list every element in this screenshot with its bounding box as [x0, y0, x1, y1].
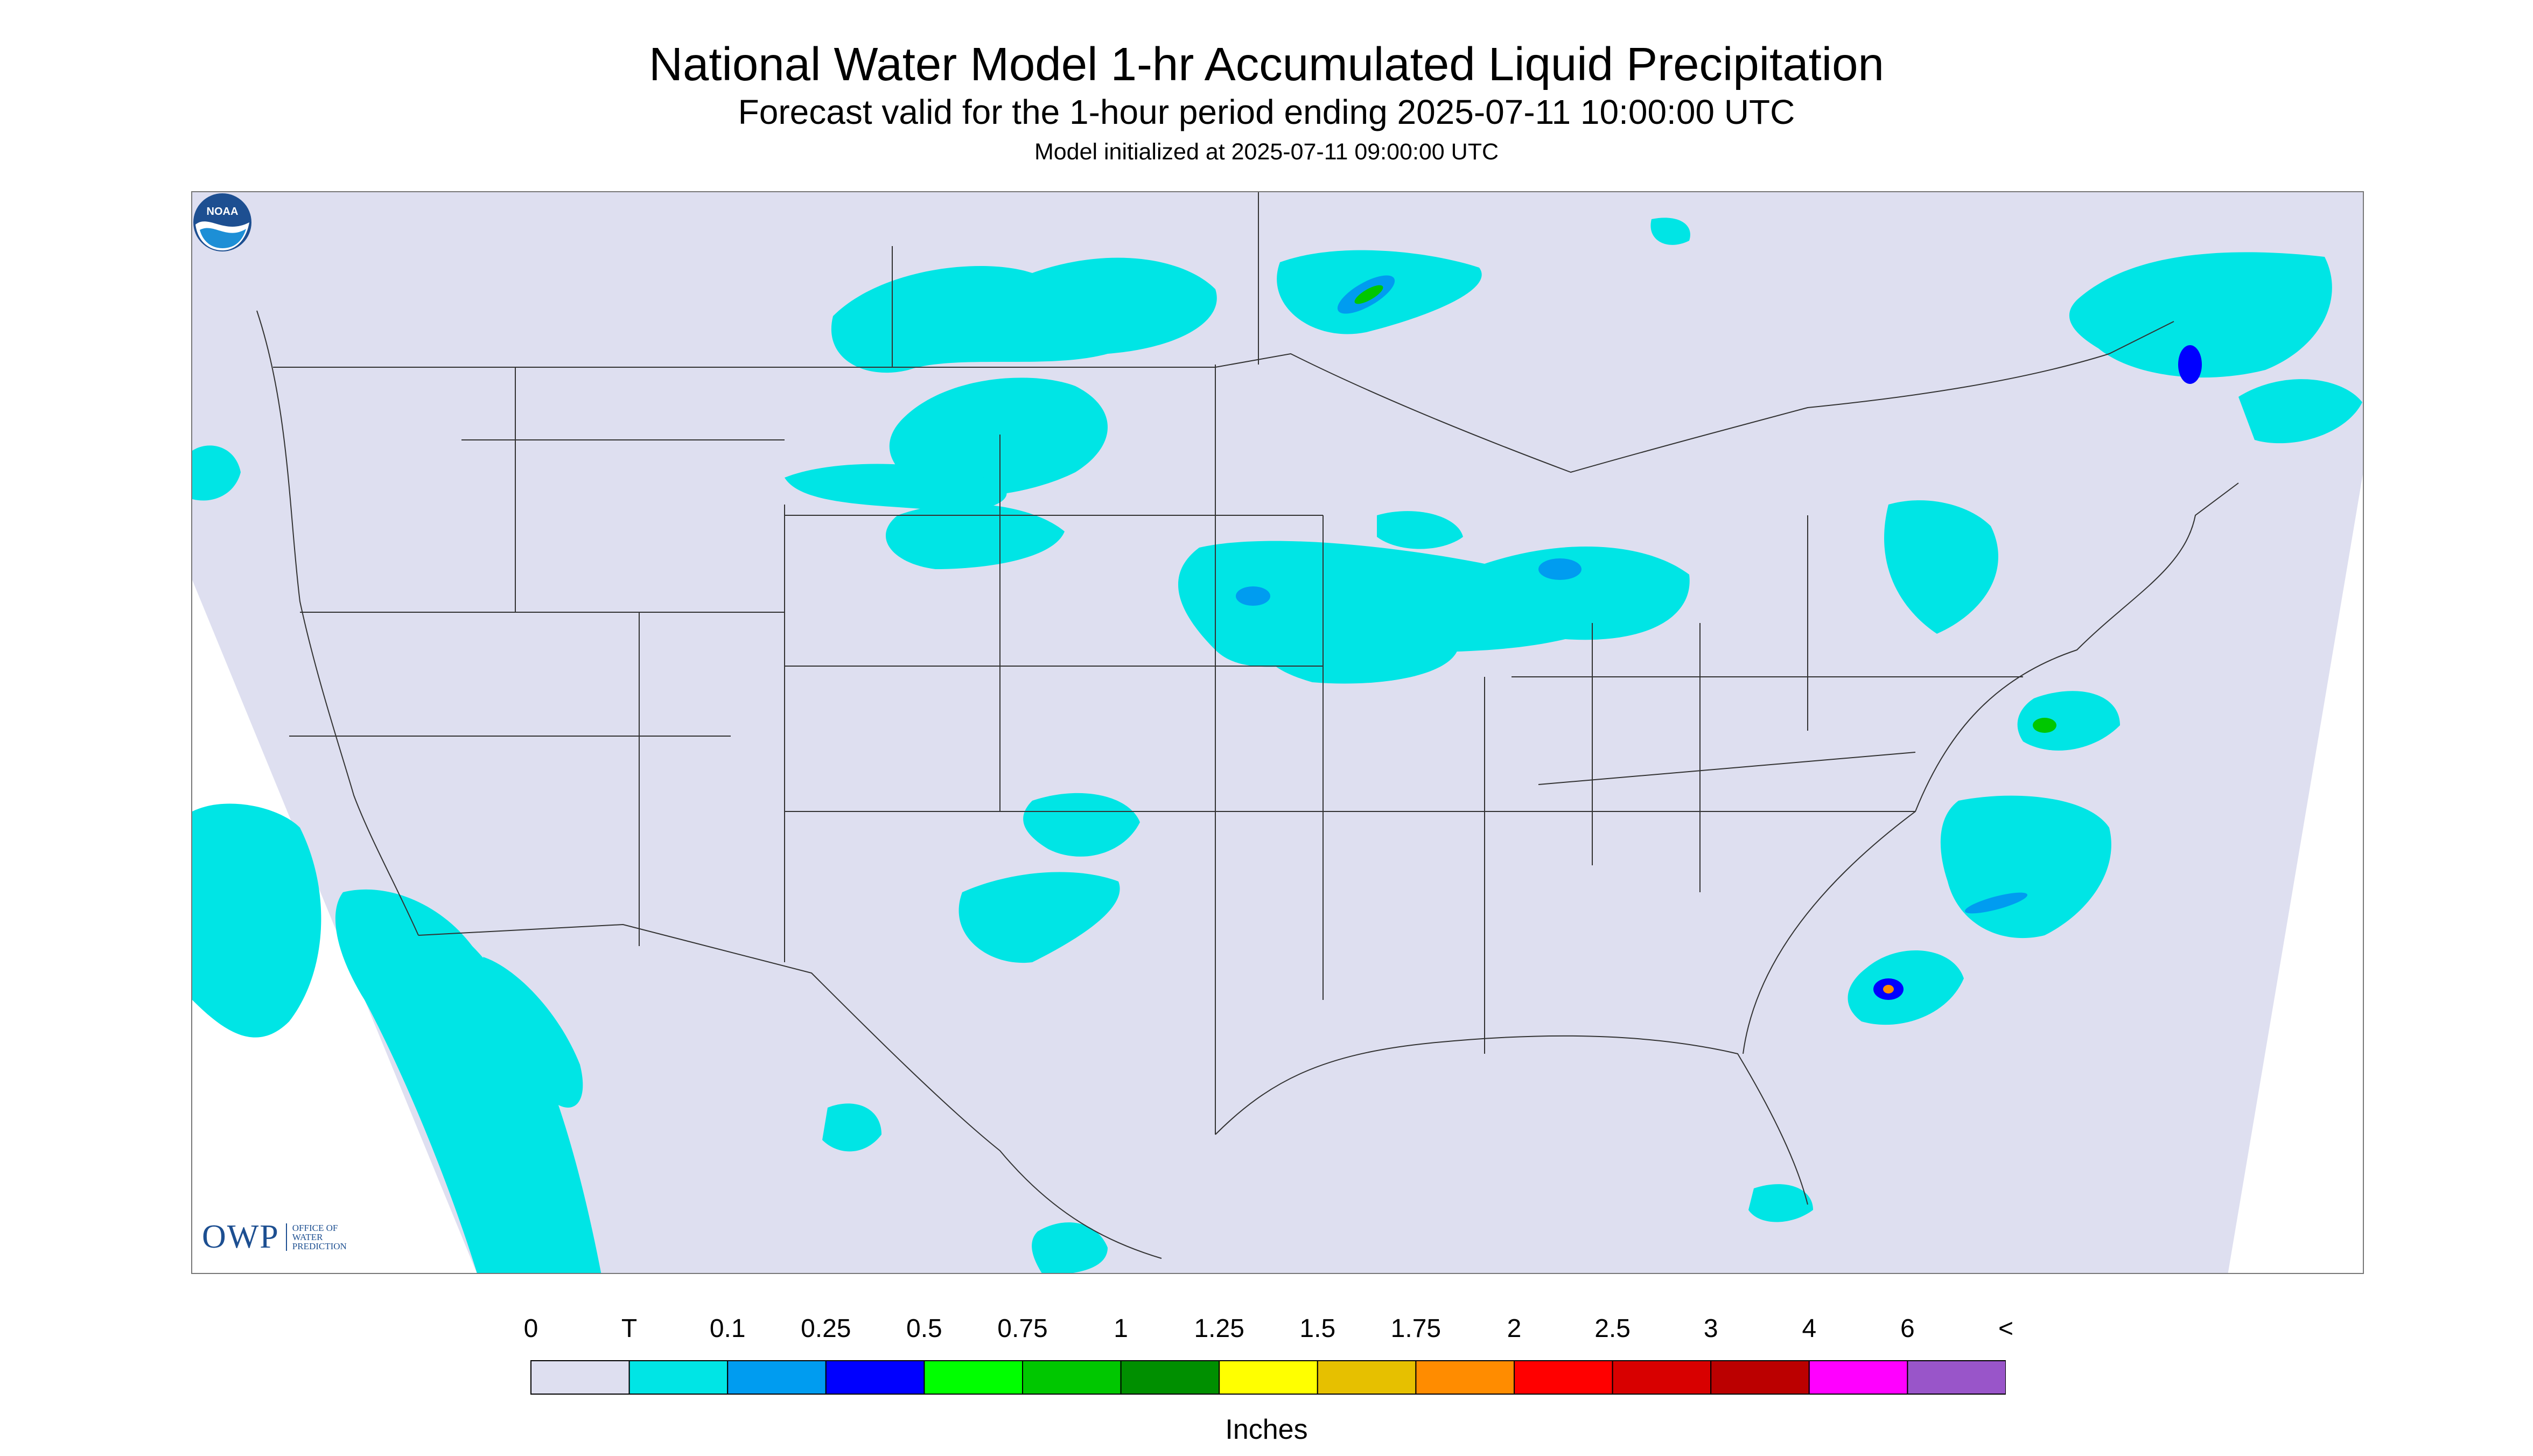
- legend-tick-label: 0.1: [709, 1314, 746, 1343]
- state-line-2: [785, 365, 1377, 1135]
- map-canvas: [192, 192, 2363, 1273]
- trace-precip-areas: [192, 218, 2362, 1273]
- legend-tick-label: T: [621, 1314, 638, 1343]
- legend-swatch: [727, 1360, 827, 1395]
- legend-tick-label: 2.5: [1594, 1314, 1631, 1343]
- legend-tick-label: 0.75: [997, 1314, 1048, 1343]
- legend-swatch: [1120, 1360, 1220, 1395]
- state-line-1: [289, 435, 1000, 962]
- owp-logo-text: OWP: [202, 1219, 279, 1255]
- legend-tick-label: 1.75: [1390, 1314, 1442, 1343]
- legend-tick-label: <: [1998, 1314, 2014, 1343]
- legend-tick-label: 1.5: [1299, 1314, 1336, 1343]
- legend-swatch: [1317, 1360, 1417, 1395]
- legend-tick-label: 1.25: [1194, 1314, 1244, 1343]
- legend-swatch: [1907, 1360, 2006, 1395]
- precipitation-map: OWP OFFICE OF WATER PREDICTION NOAA: [191, 191, 2364, 1274]
- legend-units: Inches: [1225, 1414, 1308, 1445]
- precip-cell-new-england: [2178, 345, 2202, 384]
- precip-maritimes: [1650, 218, 1690, 245]
- noaa-logo-text: NOAA: [207, 206, 239, 218]
- legend-tick-label: 0.25: [801, 1314, 851, 1343]
- legend-swatch: [1612, 1360, 1712, 1395]
- owp-logo: OWP OFFICE OF WATER PREDICTION: [202, 1218, 347, 1256]
- legend-swatch: [1710, 1360, 1810, 1395]
- border-canada: [273, 321, 2174, 473]
- precip-pacific-nw: [192, 445, 241, 501]
- coastline-west: [256, 310, 419, 936]
- model-init-line: Model initialized at 2025-07-11 09:00:00…: [1034, 139, 1499, 165]
- legend-tick-label: 4: [1802, 1314, 1817, 1343]
- legend-tick-label: 2: [1507, 1314, 1522, 1343]
- legend-swatch: [1415, 1360, 1515, 1395]
- legend-tick-label: 6: [1900, 1314, 1915, 1343]
- precip-cell-iowa: [1236, 586, 1270, 606]
- political-boundaries: [256, 192, 2239, 1259]
- legend-swatch: [1514, 1360, 1613, 1395]
- precip-cell-great-lakes: [1538, 558, 1582, 580]
- precip-north-plains: [785, 464, 1007, 511]
- state-line-3: [1323, 515, 1916, 1054]
- precip-atlantic-offshore: [1848, 950, 1964, 1025]
- legend-colorbar: [530, 1360, 2006, 1395]
- precip-cell-mid-atlantic: [2033, 718, 2056, 733]
- precip-iowa: [1263, 629, 1458, 684]
- atlantic-coast: [1743, 482, 2239, 1054]
- precip-montana: [831, 257, 1217, 373]
- precip-mexico-south: [1032, 1222, 1108, 1273]
- legend-tick-label: 0.5: [906, 1314, 942, 1343]
- moderate-precip-cells: [1236, 275, 2202, 1000]
- legend-tick-label: 3: [1703, 1314, 1718, 1343]
- precip-panhandle: [1023, 793, 1140, 857]
- precip-cell-minnesota-core: [1354, 285, 1383, 304]
- precip-florida-keys: [1748, 1184, 1813, 1222]
- map-subtitle: Forecast valid for the 1-hour period end…: [738, 93, 1795, 131]
- precip-cell-carolina: [1964, 892, 2028, 914]
- precip-mexico-interior: [822, 1103, 881, 1152]
- map-title: National Water Model 1-hr Accumulated Li…: [649, 38, 1884, 90]
- precip-northeast: [1884, 500, 1998, 634]
- precip-wisconsin: [1377, 511, 1463, 549]
- precip-baja: [335, 889, 601, 1273]
- noaa-logo: NOAA: [193, 193, 251, 251]
- precip-gulf-california: [483, 957, 583, 1108]
- precip-texas-north: [958, 872, 1120, 963]
- owp-sub-line-1: OFFICE OF: [292, 1223, 338, 1233]
- precip-pacific: [192, 803, 321, 1038]
- owp-sub-line-3: PREDICTION: [292, 1241, 347, 1251]
- legend-swatch: [1219, 1360, 1318, 1395]
- owp-logo-subtitle: OFFICE OF WATER PREDICTION: [285, 1223, 347, 1251]
- precip-maine: [2238, 379, 2362, 444]
- legend-swatch: [530, 1360, 630, 1395]
- precip-new-england: [2069, 252, 2332, 378]
- state-line-5: [461, 192, 1259, 612]
- precip-nebraska: [885, 503, 1065, 569]
- precip-mid-atlantic-coast: [2017, 691, 2120, 751]
- gulf-coast: [1215, 1035, 1808, 1205]
- state-line-4: [1512, 515, 2023, 892]
- legend-swatch: [923, 1360, 1024, 1395]
- legend-swatch: [1022, 1360, 1122, 1395]
- legend-swatch: [628, 1360, 729, 1395]
- legend-swatch: [825, 1360, 925, 1395]
- legend-tick-label: 0: [523, 1314, 538, 1343]
- owp-sub-line-2: WATER: [292, 1232, 323, 1242]
- legend-tick-label: 1: [1114, 1314, 1128, 1343]
- border-mexico: [418, 923, 1162, 1259]
- precip-cell-atlantic-core: [1883, 985, 1894, 993]
- precip-carolina-coast: [1940, 795, 2111, 939]
- outside-domain-east: [2228, 474, 2363, 1273]
- precip-dakotas: [889, 377, 1108, 496]
- legend-swatch: [1808, 1360, 1908, 1395]
